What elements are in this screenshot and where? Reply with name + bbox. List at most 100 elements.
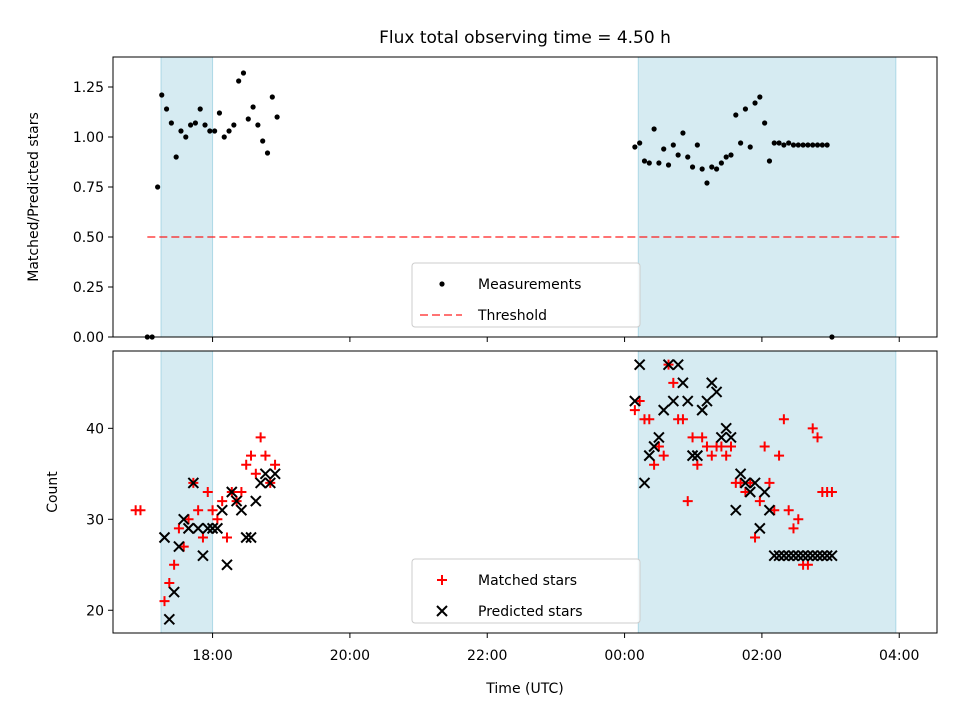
measurement-point [786,140,792,146]
x-axis-label: Time (UTC) [485,681,563,697]
predicted-star-point [701,395,713,407]
measurement-point [202,122,208,128]
predicted-star-point [754,522,766,535]
measurement-point [159,92,165,98]
predicted-star-point [638,477,651,489]
y-tick-label: 1.00 [73,130,104,146]
top-panel: 0.00 0.25 0.50 0.75 1.00 1.25 Measurements Thre… [73,56,938,346]
measurement-point [236,78,242,84]
predicted-star-point [182,522,195,535]
y-tick-label: 0.25 [73,280,104,296]
predicted-star-point [807,549,819,562]
predicted-star-point [787,549,800,562]
predicted-star-point [158,531,171,544]
predicted-star-point [269,468,281,480]
shaded-interval-1 [637,56,897,338]
measurement-point [733,112,739,118]
predicted-star-point [773,549,785,562]
predicted-star-point [168,586,180,598]
predicted-star-point [216,504,228,516]
predicted-star-point [192,522,204,535]
matched-star-point [135,505,146,516]
predicted-star-point [662,358,675,371]
legend-predicted-marker [436,605,448,617]
predicted-star-point [163,613,176,626]
predicted-star-point [230,495,243,507]
matched-star-point [649,459,660,470]
predicted-star-point [206,522,219,535]
measurement-point [723,154,729,160]
measurement-point [718,160,724,166]
matched-star-point [682,496,693,507]
measurement-point [168,120,174,126]
x-tick-label: 20:00 [330,648,370,664]
predicted-star-point [667,395,680,407]
measurement-point [810,142,816,148]
x-tick-label: 04:00 [879,648,919,664]
predicted-star-point [197,549,209,562]
predicted-star-point [235,504,248,516]
y-tick-label: 0.00 [73,330,104,346]
predicted-star-point [629,395,641,407]
measurement-point [757,94,763,100]
predicted-star-point [816,549,829,562]
measurement-point [226,128,232,134]
matched-star-point [759,441,770,452]
predicted-star-point [797,549,809,562]
measurement-point [670,142,676,148]
predicted-star-point [710,386,723,398]
predicted-star-point [648,440,660,453]
matched-star-point [697,432,708,443]
matched-star-point [687,432,698,443]
predicted-star-point [778,549,790,562]
matched-star-point [193,505,204,516]
predicted-star-point [734,468,747,480]
measurement-point [819,142,825,148]
predicted-star-point [749,477,761,489]
matched-star-point [241,459,252,470]
y-tick-label: 0.50 [73,230,104,246]
predicted-star-point [211,522,224,535]
matched-star-point [802,559,813,570]
bottom-ylabel: Count [45,471,61,513]
measurement-point [264,150,271,156]
measurement-point [805,142,811,148]
matched-star-point [658,450,669,461]
measurement-point [762,120,768,126]
measurement-point [661,146,667,152]
x-tick-label: 00:00 [604,648,644,664]
measurement-point [656,160,662,166]
measurement-point [766,158,773,164]
predicted-star-point [250,495,262,507]
measurement-point [814,142,821,148]
matched-star-point [668,377,679,388]
matched-star-point [677,414,688,425]
measurement-point [231,122,237,128]
measurement-point [747,144,753,150]
measurement-point [260,138,266,144]
matched-star-point [735,477,746,488]
predicted-star-point [792,549,805,562]
measurement-point [192,120,198,126]
predicted-star-point [744,486,756,498]
shaded-interval-0 [160,56,214,338]
measurement-point [646,160,652,166]
measurement-point [685,154,691,160]
measurement-point [163,106,170,112]
predicted-star-point [657,404,670,416]
measurement-point [713,166,720,172]
measurement-point [781,142,787,148]
measurement-point [738,140,744,146]
matched-star-point [207,505,218,516]
matched-star-point [750,532,761,543]
y-tick-label: 20 [86,603,104,619]
measurement-point [250,104,256,110]
legend-box [411,558,641,624]
measurement-point [689,164,696,170]
matched-star-point [644,414,655,425]
matched-star-point [217,496,228,507]
y-tick-label: 0.75 [73,180,104,196]
predicted-star-point [821,549,833,562]
matched-star-point [260,450,271,461]
predicted-star-point [739,477,752,489]
